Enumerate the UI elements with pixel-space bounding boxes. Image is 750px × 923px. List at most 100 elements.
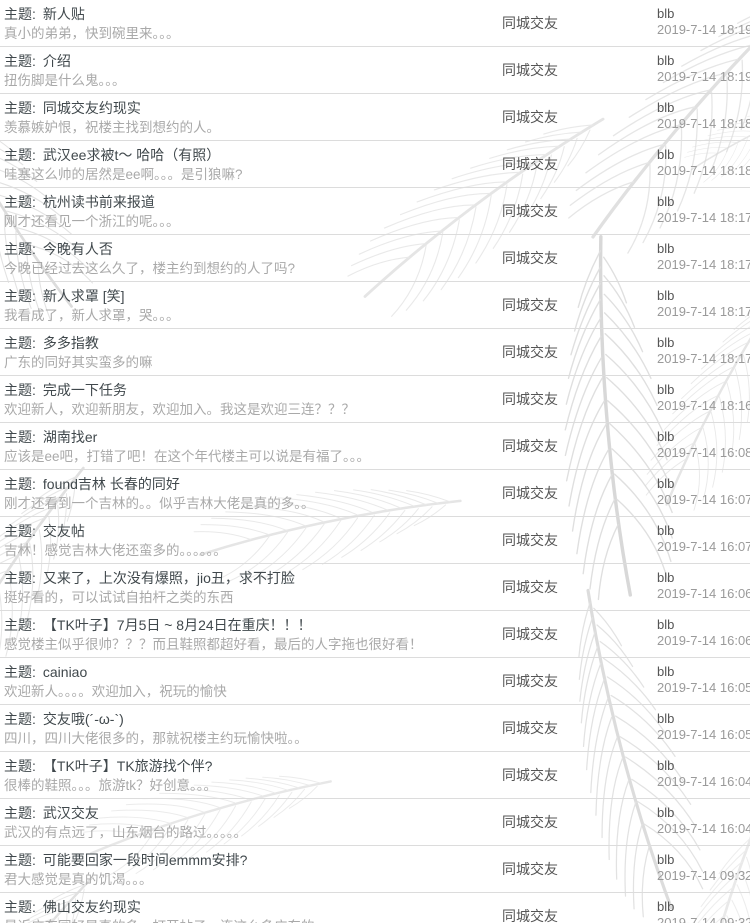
- thread-category-link[interactable]: 同城交友: [502, 532, 558, 548]
- thread-author-link[interactable]: blb: [657, 523, 675, 538]
- thread-author-link[interactable]: blb: [657, 664, 675, 679]
- thread-title-link[interactable]: 又来了，上次没有爆照，jio丑，求不打脸: [42, 570, 295, 586]
- thread-title-link[interactable]: 今晚有人否: [42, 241, 113, 257]
- thread-category-link[interactable]: 同城交友: [502, 344, 558, 360]
- thread-title-line: 主题: 可能要回家一段时间emmm安排?: [4, 852, 440, 869]
- thread-author-link[interactable]: blb: [657, 53, 675, 68]
- thread-category-link[interactable]: 同城交友: [502, 814, 558, 830]
- thread-row[interactable]: 主题: 【TK叶子】7月5日 ~ 8月24日在重庆！！！ 感觉楼主似乎很帅？？？而…: [0, 611, 750, 658]
- thread-author-cell: blb 2019-7-14 09:32: [620, 846, 750, 892]
- thread-title-line: 主题: 湖南找er: [4, 429, 440, 446]
- thread-author-link[interactable]: blb: [657, 476, 675, 491]
- thread-row[interactable]: 主题:佛山交友约现实 最近广东同好是真的多，打开帖子一连这么多广东的 同城交友 …: [0, 893, 750, 923]
- thread-title-link[interactable]: 新人贴: [42, 6, 85, 22]
- thread-row[interactable]: 主题: 杭州读书前来报道 刚才还看见一个浙江的呢。。。 同城交友 blb 2019…: [0, 188, 750, 235]
- thread-author-link[interactable]: blb: [657, 382, 675, 397]
- topic-prefix-label: 主题:: [4, 335, 36, 351]
- thread-main-cell: 主题: 【TK叶子】7月5日 ~ 8月24日在重庆！！！ 感觉楼主似乎很帅？？？而…: [0, 611, 440, 657]
- thread-author-link[interactable]: blb: [657, 6, 675, 21]
- thread-category-link[interactable]: 同城交友: [502, 203, 558, 219]
- thread-row[interactable]: 主题: 新人求罩 [笑] 我看成了，新人求罩，哭。。。 同城交友 blb 2019…: [0, 282, 750, 329]
- thread-category-link[interactable]: 同城交友: [502, 579, 558, 595]
- thread-row[interactable]: 主题: 今晚有人否 今晚已经过去这么久了，楼主约到想约的人了吗? 同城交友 blb…: [0, 235, 750, 282]
- thread-row[interactable]: 主题: found吉林 长春的同好 刚才还看到一个吉林的。。似乎吉林大佬是真的多。…: [0, 470, 750, 517]
- thread-row[interactable]: 主题: 又来了，上次没有爆照，jio丑，求不打脸 挺好看的，可以试试自拍杆之类的东…: [0, 564, 750, 611]
- thread-row[interactable]: 主题: 可能要回家一段时间emmm安排? 君大感觉是真的饥渴。。。 同城交友 bl…: [0, 846, 750, 893]
- thread-author-link[interactable]: blb: [657, 899, 675, 914]
- thread-author-link[interactable]: blb: [657, 241, 675, 256]
- topic-prefix-label: 主题:: [4, 241, 36, 257]
- thread-main-cell: 主题: 佛山交友约现实 最近广东同好是真的多，打开帖子一连这么多广东的: [0, 893, 440, 923]
- thread-title-link[interactable]: 完成一下任务: [42, 382, 127, 398]
- thread-category-cell: 同城交友: [440, 611, 620, 657]
- thread-title-link[interactable]: 交友帖: [42, 523, 85, 539]
- thread-timestamp: 2019-7-14 18:17: [657, 351, 750, 366]
- thread-author-cell: blb 2019-7-14 16:05: [620, 658, 750, 704]
- thread-author-link[interactable]: blb: [657, 711, 675, 726]
- thread-author-link[interactable]: blb: [657, 429, 675, 444]
- thread-category-cell: 同城交友: [440, 423, 620, 469]
- thread-title-link[interactable]: 介绍: [42, 53, 71, 69]
- thread-title-link[interactable]: 佛山交友约现实: [42, 899, 141, 915]
- thread-title-link[interactable]: 湖南找er: [42, 429, 98, 445]
- thread-row[interactable]: 主题: 新人贴 真小的弟弟，快到碗里来。。。 同城交友 blb 2019-7-14…: [0, 0, 750, 47]
- thread-author-link[interactable]: blb: [657, 100, 675, 115]
- thread-author-link[interactable]: blb: [657, 288, 675, 303]
- thread-timestamp: 2019-7-14 09:32: [657, 868, 750, 883]
- thread-row[interactable]: 主题: 同城交友约现实 羡慕嫉妒恨，祝楼主找到想约的人。 同城交友 blb 201…: [0, 94, 750, 141]
- thread-category-link[interactable]: 同城交友: [502, 908, 558, 923]
- thread-row[interactable]: 主题: 多多指教 广东的同好其实蛮多的嘛 同城交友 blb 2019-7-14 1…: [0, 329, 750, 376]
- thread-author-link[interactable]: blb: [657, 570, 675, 585]
- thread-row[interactable]: 主题: 完成一下任务 欢迎新人，欢迎新朋友，欢迎加入。我这是欢迎三连？？？ 同城交…: [0, 376, 750, 423]
- thread-title-link[interactable]: 同城交友约现实: [42, 100, 141, 116]
- thread-author-link[interactable]: blb: [657, 194, 675, 209]
- thread-category-link[interactable]: 同城交友: [502, 62, 558, 78]
- thread-title-link[interactable]: found吉林 长春的同好: [42, 476, 180, 492]
- thread-category-link[interactable]: 同城交友: [502, 626, 558, 642]
- thread-author-link[interactable]: blb: [657, 617, 675, 632]
- thread-title-link[interactable]: 武汉交友: [42, 805, 99, 821]
- thread-category-link[interactable]: 同城交友: [502, 297, 558, 313]
- thread-title-link[interactable]: 杭州读书前来报道: [42, 194, 155, 210]
- thread-reply-preview: 君大感觉是真的饥渴。。。: [4, 872, 153, 887]
- thread-author-link[interactable]: blb: [657, 852, 675, 867]
- thread-category-link[interactable]: 同城交友: [502, 861, 558, 877]
- thread-timestamp: 2019-7-14 16:07: [657, 492, 750, 507]
- thread-title-link[interactable]: 新人求罩 [笑]: [42, 288, 125, 304]
- thread-category-link[interactable]: 同城交友: [502, 720, 558, 736]
- thread-title-link[interactable]: 多多指教: [42, 335, 99, 351]
- thread-title-link[interactable]: 武汉ee求被t～ 哈哈（有照）: [42, 147, 221, 163]
- thread-category-link[interactable]: 同城交友: [502, 438, 558, 454]
- thread-timestamp: 2019-7-14 18:17: [657, 304, 750, 319]
- thread-category-link[interactable]: 同城交友: [502, 391, 558, 407]
- thread-title-link[interactable]: 交友哦(´-ω-`): [42, 711, 124, 727]
- thread-row[interactable]: 主题: cainiao 欢迎新人。。。。欢迎加入，祝玩的愉快 同城交友 blb 2…: [0, 658, 750, 705]
- thread-row[interactable]: 主题: 湖南找er 应该是ee吧，打错了吧！在这个年代楼主可以说是有福了。。。 同…: [0, 423, 750, 470]
- thread-title-link[interactable]: 【TK叶子】TK旅游找个伴?: [42, 758, 213, 774]
- thread-category-link[interactable]: 同城交友: [502, 15, 558, 31]
- thread-title-link[interactable]: cainiao: [42, 664, 88, 680]
- thread-reply-preview: 广东的同好其实蛮多的嘛: [4, 355, 153, 370]
- thread-timestamp: 2019-7-14 09:32: [657, 915, 750, 923]
- thread-author-link[interactable]: blb: [657, 805, 675, 820]
- thread-category-link[interactable]: 同城交友: [502, 767, 558, 783]
- thread-title-link[interactable]: 可能要回家一段时间emmm安排?: [42, 852, 248, 868]
- thread-author-link[interactable]: blb: [657, 147, 675, 162]
- thread-row[interactable]: 主题: 交友哦(´-ω-`) 四川，四川大佬很多的，那就祝楼主约玩愉快啦。。 同城…: [0, 705, 750, 752]
- topic-prefix-label: 主题:: [4, 523, 36, 539]
- thread-category-link[interactable]: 同城交友: [502, 109, 558, 125]
- thread-row[interactable]: 主题: 武汉ee求被t～ 哈哈（有照） 哇塞这么帅的居然是ee啊。。。是引狼嘛? …: [0, 141, 750, 188]
- thread-author-cell: blb 2019-7-14 09:32: [620, 893, 750, 923]
- thread-row[interactable]: 主题: 武汉交友 武汉的有点远了，山东烟台的路过。。。。。 同城交友 blb 20…: [0, 799, 750, 846]
- thread-row[interactable]: 主题: 交友帖 吉林！感觉吉林大佬还蛮多的。。。。。。 同城交友 blb 2019…: [0, 517, 750, 564]
- thread-author-link[interactable]: blb: [657, 335, 675, 350]
- thread-category-link[interactable]: 同城交友: [502, 250, 558, 266]
- thread-category-link[interactable]: 同城交友: [502, 485, 558, 501]
- thread-category-link[interactable]: 同城交友: [502, 673, 558, 689]
- topic-prefix-label: 主题:: [4, 100, 36, 116]
- thread-row[interactable]: 主题: 介绍 扭伤脚是什么鬼。。。 同城交友 blb 2019-7-14 18:1…: [0, 47, 750, 94]
- thread-row[interactable]: 主题: 【TK叶子】TK旅游找个伴? 很棒的鞋照。。。旅游tk？好创意。。。 同城…: [0, 752, 750, 799]
- thread-category-link[interactable]: 同城交友: [502, 156, 558, 172]
- thread-author-link[interactable]: blb: [657, 758, 675, 773]
- thread-title-link[interactable]: 【TK叶子】7月5日 ~ 8月24日在重庆！！！: [42, 617, 312, 633]
